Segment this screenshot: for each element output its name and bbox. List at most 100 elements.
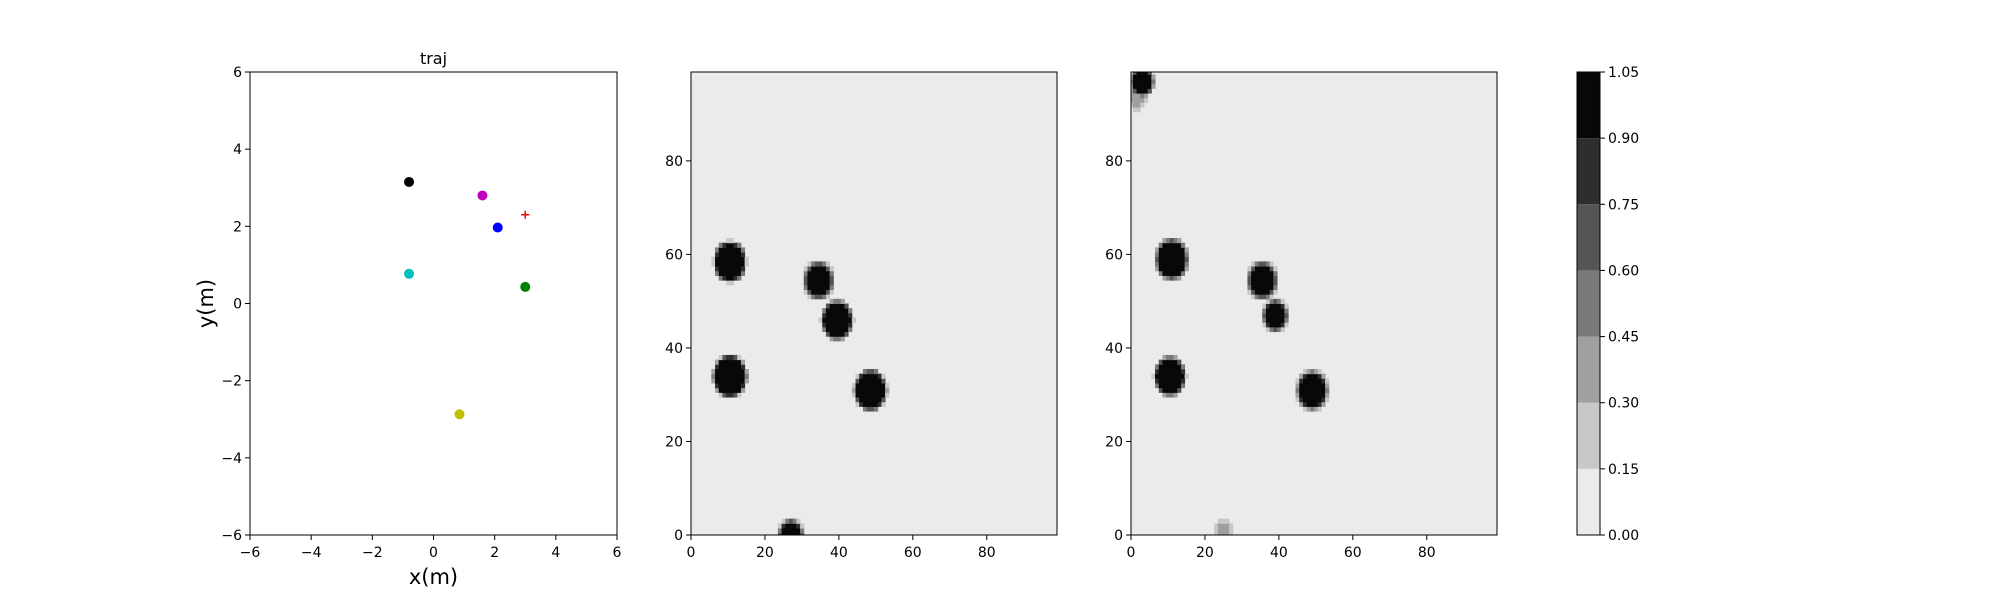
map-cell bbox=[1273, 289, 1278, 295]
map-cell bbox=[1317, 373, 1322, 379]
map-cell bbox=[807, 284, 812, 290]
colorbar-bands bbox=[1577, 72, 1600, 535]
map-cell bbox=[1147, 74, 1152, 80]
map-cell bbox=[1265, 289, 1271, 295]
map-cell bbox=[1131, 93, 1134, 99]
map-cell bbox=[1299, 387, 1304, 393]
map-cell bbox=[881, 373, 886, 379]
map-cell bbox=[1140, 102, 1145, 108]
map-cell bbox=[818, 266, 823, 272]
map-cell bbox=[1277, 317, 1282, 323]
map-cell bbox=[848, 308, 853, 314]
map-cell bbox=[1265, 261, 1271, 267]
map-cell bbox=[1173, 359, 1178, 365]
map-cell bbox=[885, 392, 890, 398]
map-cell bbox=[811, 266, 816, 272]
map-cell bbox=[1180, 247, 1186, 253]
map-cell bbox=[1143, 97, 1149, 103]
map-cell bbox=[1273, 308, 1278, 314]
map-cell bbox=[1184, 266, 1189, 272]
map-cell bbox=[1169, 275, 1175, 281]
map-cell bbox=[1136, 79, 1141, 85]
map-cell bbox=[811, 275, 816, 281]
map-cell bbox=[833, 317, 838, 323]
map-cell bbox=[866, 378, 871, 384]
map-cell bbox=[1166, 242, 1171, 248]
map-cell bbox=[1214, 532, 1219, 536]
map-cell bbox=[874, 387, 879, 393]
traj-x-ticks: −6 −4 −2 0 2 4 6 bbox=[240, 535, 622, 561]
map-cell bbox=[1306, 378, 1311, 384]
map-cell bbox=[1173, 270, 1178, 276]
map-cell bbox=[1277, 312, 1282, 319]
map-cell bbox=[1166, 364, 1171, 370]
map-cell bbox=[1158, 256, 1163, 262]
map-cell bbox=[722, 247, 727, 253]
map-cell bbox=[1166, 275, 1171, 281]
map-cell bbox=[1265, 312, 1271, 319]
map-cell bbox=[715, 383, 720, 389]
map-cell bbox=[1280, 308, 1285, 314]
map-cell bbox=[1177, 256, 1182, 262]
map-cell bbox=[1136, 97, 1141, 103]
y-tick-label: 0 bbox=[233, 297, 242, 313]
map-cell bbox=[1132, 72, 1138, 75]
map-cell bbox=[715, 261, 720, 267]
map-cell bbox=[733, 383, 738, 389]
map-cell bbox=[1221, 523, 1226, 529]
map-cell bbox=[807, 261, 812, 267]
map-cell bbox=[1140, 93, 1145, 99]
map-cell bbox=[1140, 74, 1145, 80]
map-2-x-ticks: 0 20 40 60 80 bbox=[1127, 535, 1436, 561]
map-cell bbox=[822, 312, 827, 319]
map-cell bbox=[733, 359, 738, 365]
map-cell bbox=[862, 392, 868, 398]
map-cell bbox=[1321, 397, 1326, 403]
colorbar-tick-label: 0.00 bbox=[1608, 528, 1639, 544]
map-cell bbox=[881, 387, 886, 393]
map-cell bbox=[1269, 322, 1274, 328]
map-cell bbox=[711, 368, 716, 375]
map-cell bbox=[718, 256, 723, 262]
map-cell bbox=[1166, 261, 1171, 267]
map-cell bbox=[737, 368, 742, 375]
map-cell bbox=[744, 373, 749, 379]
map-cell bbox=[822, 261, 827, 267]
map-cell bbox=[737, 359, 742, 365]
map-cell bbox=[1254, 275, 1260, 281]
map-cell bbox=[737, 373, 742, 379]
map-cell bbox=[1221, 527, 1226, 534]
map-cell bbox=[829, 317, 834, 323]
map-cell bbox=[1273, 322, 1278, 328]
map-cell bbox=[1162, 364, 1167, 370]
map-cell bbox=[1147, 88, 1152, 94]
map-cell bbox=[822, 275, 827, 281]
map-cell bbox=[803, 266, 808, 272]
map-cell bbox=[829, 308, 834, 314]
map-cell bbox=[825, 294, 831, 300]
map-cell bbox=[1217, 518, 1223, 524]
map-cell bbox=[1325, 392, 1330, 398]
map-cell bbox=[1177, 378, 1182, 384]
map-cell bbox=[1265, 266, 1271, 272]
map-cell bbox=[1269, 326, 1274, 333]
map-cell bbox=[1143, 74, 1149, 80]
map-cell bbox=[1302, 387, 1308, 393]
map-cell bbox=[1273, 312, 1278, 319]
map-cell bbox=[833, 308, 838, 314]
map-cell bbox=[1162, 275, 1167, 281]
map-cell bbox=[859, 397, 864, 403]
map-cell bbox=[1136, 107, 1141, 113]
map-cell bbox=[792, 532, 797, 536]
map-cell bbox=[822, 317, 827, 323]
map-cell bbox=[874, 383, 879, 389]
map-cell bbox=[833, 326, 838, 333]
map-cell bbox=[840, 326, 845, 333]
map-cell bbox=[1173, 378, 1178, 384]
map-1-frame bbox=[690, 71, 1058, 536]
map-cell bbox=[1254, 280, 1260, 286]
map-cell bbox=[1166, 354, 1171, 361]
map-cell bbox=[1228, 527, 1234, 534]
map-cell bbox=[1155, 373, 1160, 379]
map-cell bbox=[811, 270, 816, 276]
